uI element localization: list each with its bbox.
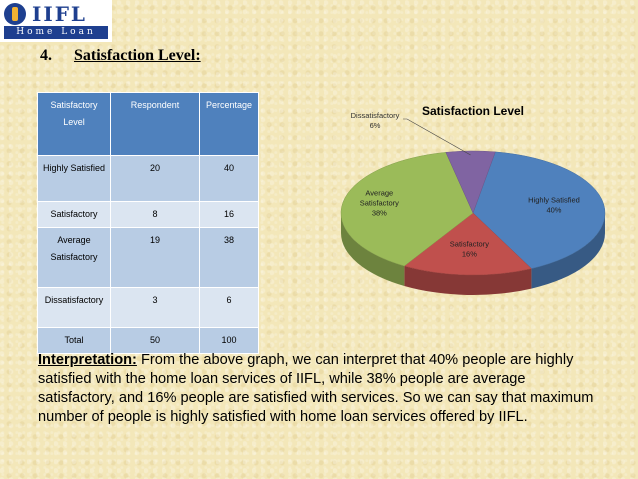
section-number: 4. [40,47,52,64]
chart-title: Satisfaction Level [422,104,524,118]
pie-slice [445,150,496,214]
table-header-cell: Percentage [199,92,259,156]
pie-leader-line [403,118,471,156]
logo-brand: IIFL [32,2,87,26]
table-row: Total 50 100 [37,327,259,354]
interpretation-paragraph: Interpretation: From the above graph, we… [38,351,603,427]
pie-slice [403,212,532,276]
table-cell: 100 [199,327,259,354]
table-cell: Average Satisfactory [37,227,111,288]
interpretation-text: From the above graph, we can interpret t… [38,352,594,425]
pie-category-label: Highly Satisfied [528,195,580,204]
pie-value-label: 6% [370,121,381,130]
table-header-row: Satisfactory Level Respondent Percentage [37,92,259,156]
table-cell: 16 [199,201,259,228]
section-title: Satisfaction Level: [74,47,201,64]
table-cell: 50 [110,327,200,354]
table-cell: 40 [199,155,259,202]
table-cell: Satisfactory [37,201,111,228]
pie-category-label: Average [365,188,393,197]
satisfaction-table: Satisfactory Level Respondent Percentage… [37,92,259,354]
table-cell: 3 [110,287,200,328]
pie-value-label: 40% [546,205,561,214]
pie-slice [340,152,474,267]
table-cell: 38 [199,227,259,288]
pie-category-label: Satisfactory [360,198,399,207]
table-row: Average Satisfactory 19 38 [37,227,259,288]
table-row: Dissatisfactory 3 6 [37,287,259,328]
pie-slice-side [341,213,405,286]
table-cell: Highly Satisfied [37,155,111,202]
table-header-cell: Respondent [110,92,200,156]
pie-category-label: Satisfactory [450,239,489,248]
interpretation-label: Interpretation: [38,352,137,368]
pie-value-label: 16% [462,249,477,258]
table-cell: 8 [110,201,200,228]
iifl-logo-icon [4,3,26,25]
table-cell: 19 [110,227,200,288]
table-cell: Total [37,327,111,354]
table-cell: 20 [110,155,200,202]
logo-subtitle: Home Loan [4,26,108,39]
pie-slice [472,151,606,269]
pie-slice-side [531,213,605,289]
pie-value-label: 38% [372,208,387,217]
table-cell: Dissatisfactory [37,287,111,328]
table-cell: 6 [199,287,259,328]
pie-slice-side [404,265,532,295]
iifl-logo: IIFL Home Loan [0,0,112,42]
table-row: Highly Satisfied 20 40 [37,155,259,202]
table-header-cell: Satisfactory Level [37,92,111,156]
table-row: Satisfactory 8 16 [37,201,259,228]
pie-category-label: Dissatisfactory [351,111,400,120]
section-heading: 4. Satisfaction Level: [40,47,201,65]
